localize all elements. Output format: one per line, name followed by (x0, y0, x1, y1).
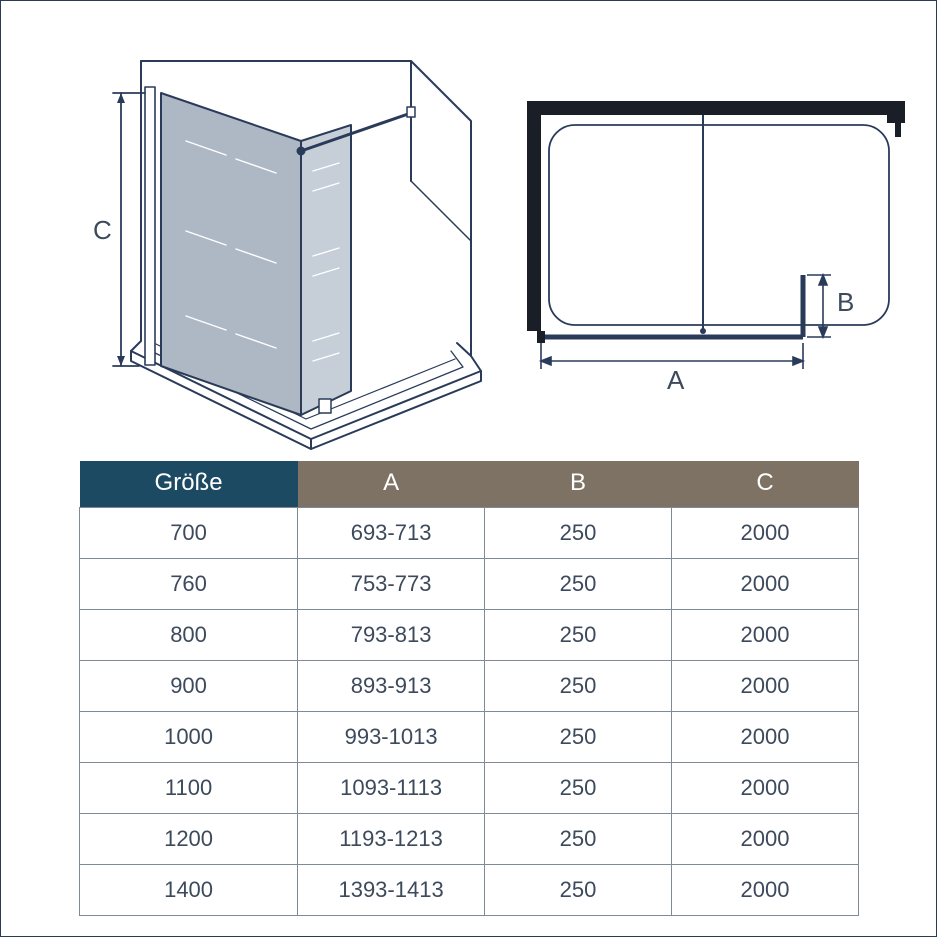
dim-label-c: C (93, 215, 112, 245)
col-header-c: C (672, 461, 859, 508)
table-cell: 2000 (672, 763, 859, 814)
table-cell: 1000 (80, 712, 298, 763)
dimensions-table: Größe A B C 700693-7132502000760753-7732… (79, 461, 859, 916)
table-cell: 250 (485, 610, 672, 661)
table-row: 14001393-14132502000 (80, 865, 859, 916)
table-cell: 700 (80, 508, 298, 559)
top-view-diagram: A B (521, 81, 921, 401)
col-header-b: B (485, 461, 672, 508)
table-row: 12001193-12132502000 (80, 814, 859, 865)
table-cell: 250 (485, 661, 672, 712)
table-cell: 753-773 (298, 559, 485, 610)
table-cell: 250 (485, 814, 672, 865)
table-cell: 2000 (672, 865, 859, 916)
table-cell: 760 (80, 559, 298, 610)
table-cell: 250 (485, 559, 672, 610)
dim-label-a: A (667, 365, 685, 395)
table-header-row: Größe A B C (80, 461, 859, 508)
isometric-diagram: C (51, 31, 491, 451)
table-cell: 250 (485, 763, 672, 814)
table-cell: 2000 (672, 712, 859, 763)
table-cell: 1393-1413 (298, 865, 485, 916)
table-body: 700693-7132502000760753-7732502000800793… (80, 508, 859, 916)
dim-label-b: B (837, 287, 854, 317)
table-cell: 250 (485, 712, 672, 763)
table-cell: 250 (485, 508, 672, 559)
table-cell: 1200 (80, 814, 298, 865)
table-cell: 900 (80, 661, 298, 712)
table-cell: 250 (485, 865, 672, 916)
table-row: 1000993-10132502000 (80, 712, 859, 763)
table-cell: 800 (80, 610, 298, 661)
table-row: 800793-8132502000 (80, 610, 859, 661)
table-cell: 793-813 (298, 610, 485, 661)
table-cell: 993-1013 (298, 712, 485, 763)
page-root: C (0, 0, 937, 937)
table-cell: 693-713 (298, 508, 485, 559)
col-header-a: A (298, 461, 485, 508)
table-cell: 1093-1113 (298, 763, 485, 814)
diagrams-area: C (21, 21, 916, 451)
dimensions-table-container: Größe A B C 700693-7132502000760753-7732… (79, 461, 859, 916)
table-cell: 2000 (672, 661, 859, 712)
table-cell: 1100 (80, 763, 298, 814)
table-cell: 2000 (672, 814, 859, 865)
table-row: 700693-7132502000 (80, 508, 859, 559)
table-cell: 893-913 (298, 661, 485, 712)
table-row: 760753-7732502000 (80, 559, 859, 610)
table-cell: 1193-1213 (298, 814, 485, 865)
table-cell: 2000 (672, 610, 859, 661)
table-cell: 2000 (672, 559, 859, 610)
table-cell: 1400 (80, 865, 298, 916)
table-row: 11001093-11132502000 (80, 763, 859, 814)
col-header-size: Größe (80, 461, 298, 508)
table-cell: 2000 (672, 508, 859, 559)
table-row: 900893-9132502000 (80, 661, 859, 712)
